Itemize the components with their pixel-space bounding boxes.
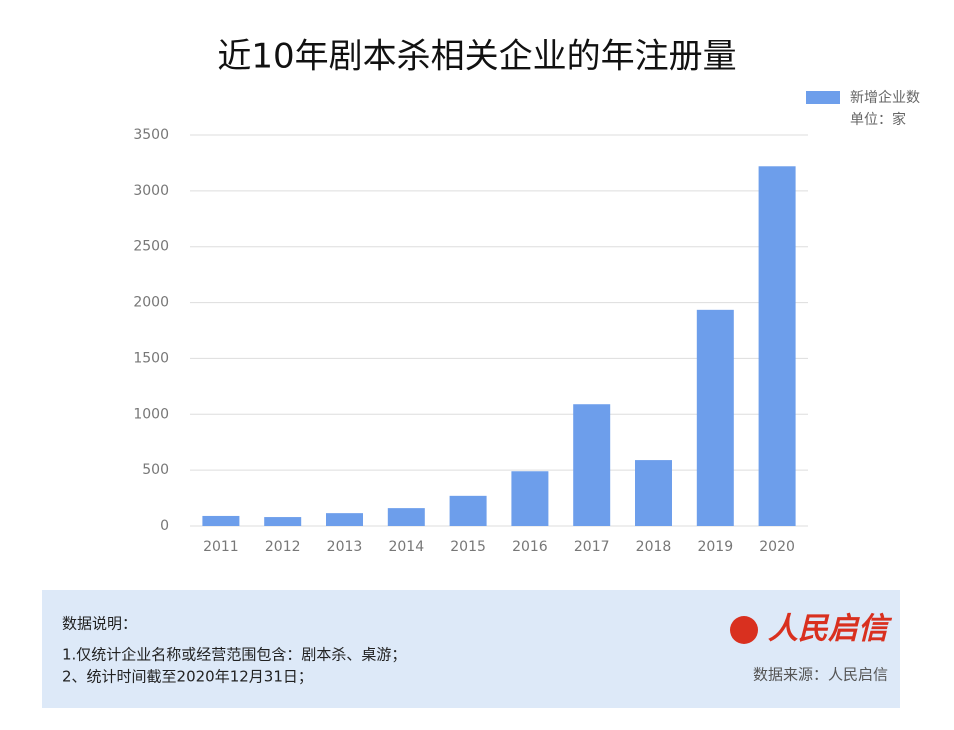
bar bbox=[387, 508, 425, 526]
bar bbox=[573, 404, 611, 526]
y-tick-label: 1500 bbox=[133, 350, 169, 366]
bar bbox=[326, 513, 363, 526]
logo-icon bbox=[730, 616, 758, 644]
y-tick-label: 3000 bbox=[133, 183, 169, 199]
notes-heading: 数据说明： bbox=[62, 615, 137, 633]
x-tick-label: 2016 bbox=[512, 539, 548, 555]
y-tick-label: 2000 bbox=[133, 295, 169, 311]
logo-text: 人民启信 bbox=[768, 612, 893, 647]
source: 数据来源：人民启信 bbox=[753, 666, 888, 684]
x-tick-label: 2018 bbox=[636, 539, 672, 555]
x-tick-label: 2015 bbox=[450, 539, 486, 555]
bar bbox=[511, 471, 549, 526]
x-tick-label: 2017 bbox=[574, 539, 610, 555]
bar bbox=[758, 166, 796, 526]
y-tick-label: 2500 bbox=[133, 239, 169, 255]
legend-label: 新增企业数 bbox=[850, 89, 920, 106]
bar bbox=[202, 515, 240, 526]
x-tick-label: 2011 bbox=[203, 539, 239, 555]
y-tick-label: 0 bbox=[160, 518, 169, 534]
unit-note: 单位：家 bbox=[850, 111, 906, 128]
notes-box bbox=[42, 590, 900, 708]
legend-swatch bbox=[806, 91, 840, 104]
x-tick-label: 2020 bbox=[759, 539, 795, 555]
x-tick-label: 2012 bbox=[265, 539, 301, 555]
chart-title: 近10年剧本杀相关企业的年注册量 bbox=[217, 37, 736, 77]
bar bbox=[264, 517, 302, 526]
bar bbox=[449, 495, 487, 526]
y-tick-label: 500 bbox=[142, 462, 169, 478]
x-tick-label: 2014 bbox=[388, 539, 424, 555]
x-tick-label: 2019 bbox=[697, 539, 733, 555]
x-tick-label: 2013 bbox=[327, 539, 363, 555]
y-tick-label: 1000 bbox=[133, 406, 169, 422]
notes-line: 1.仅统计企业名称或经营范围包含：剧本杀、桌游； bbox=[62, 646, 406, 664]
bar bbox=[696, 309, 734, 526]
notes-line: 2、统计时间截至2020年12月31日； bbox=[62, 668, 313, 686]
y-tick-label: 3500 bbox=[133, 127, 169, 143]
bar bbox=[635, 460, 672, 526]
